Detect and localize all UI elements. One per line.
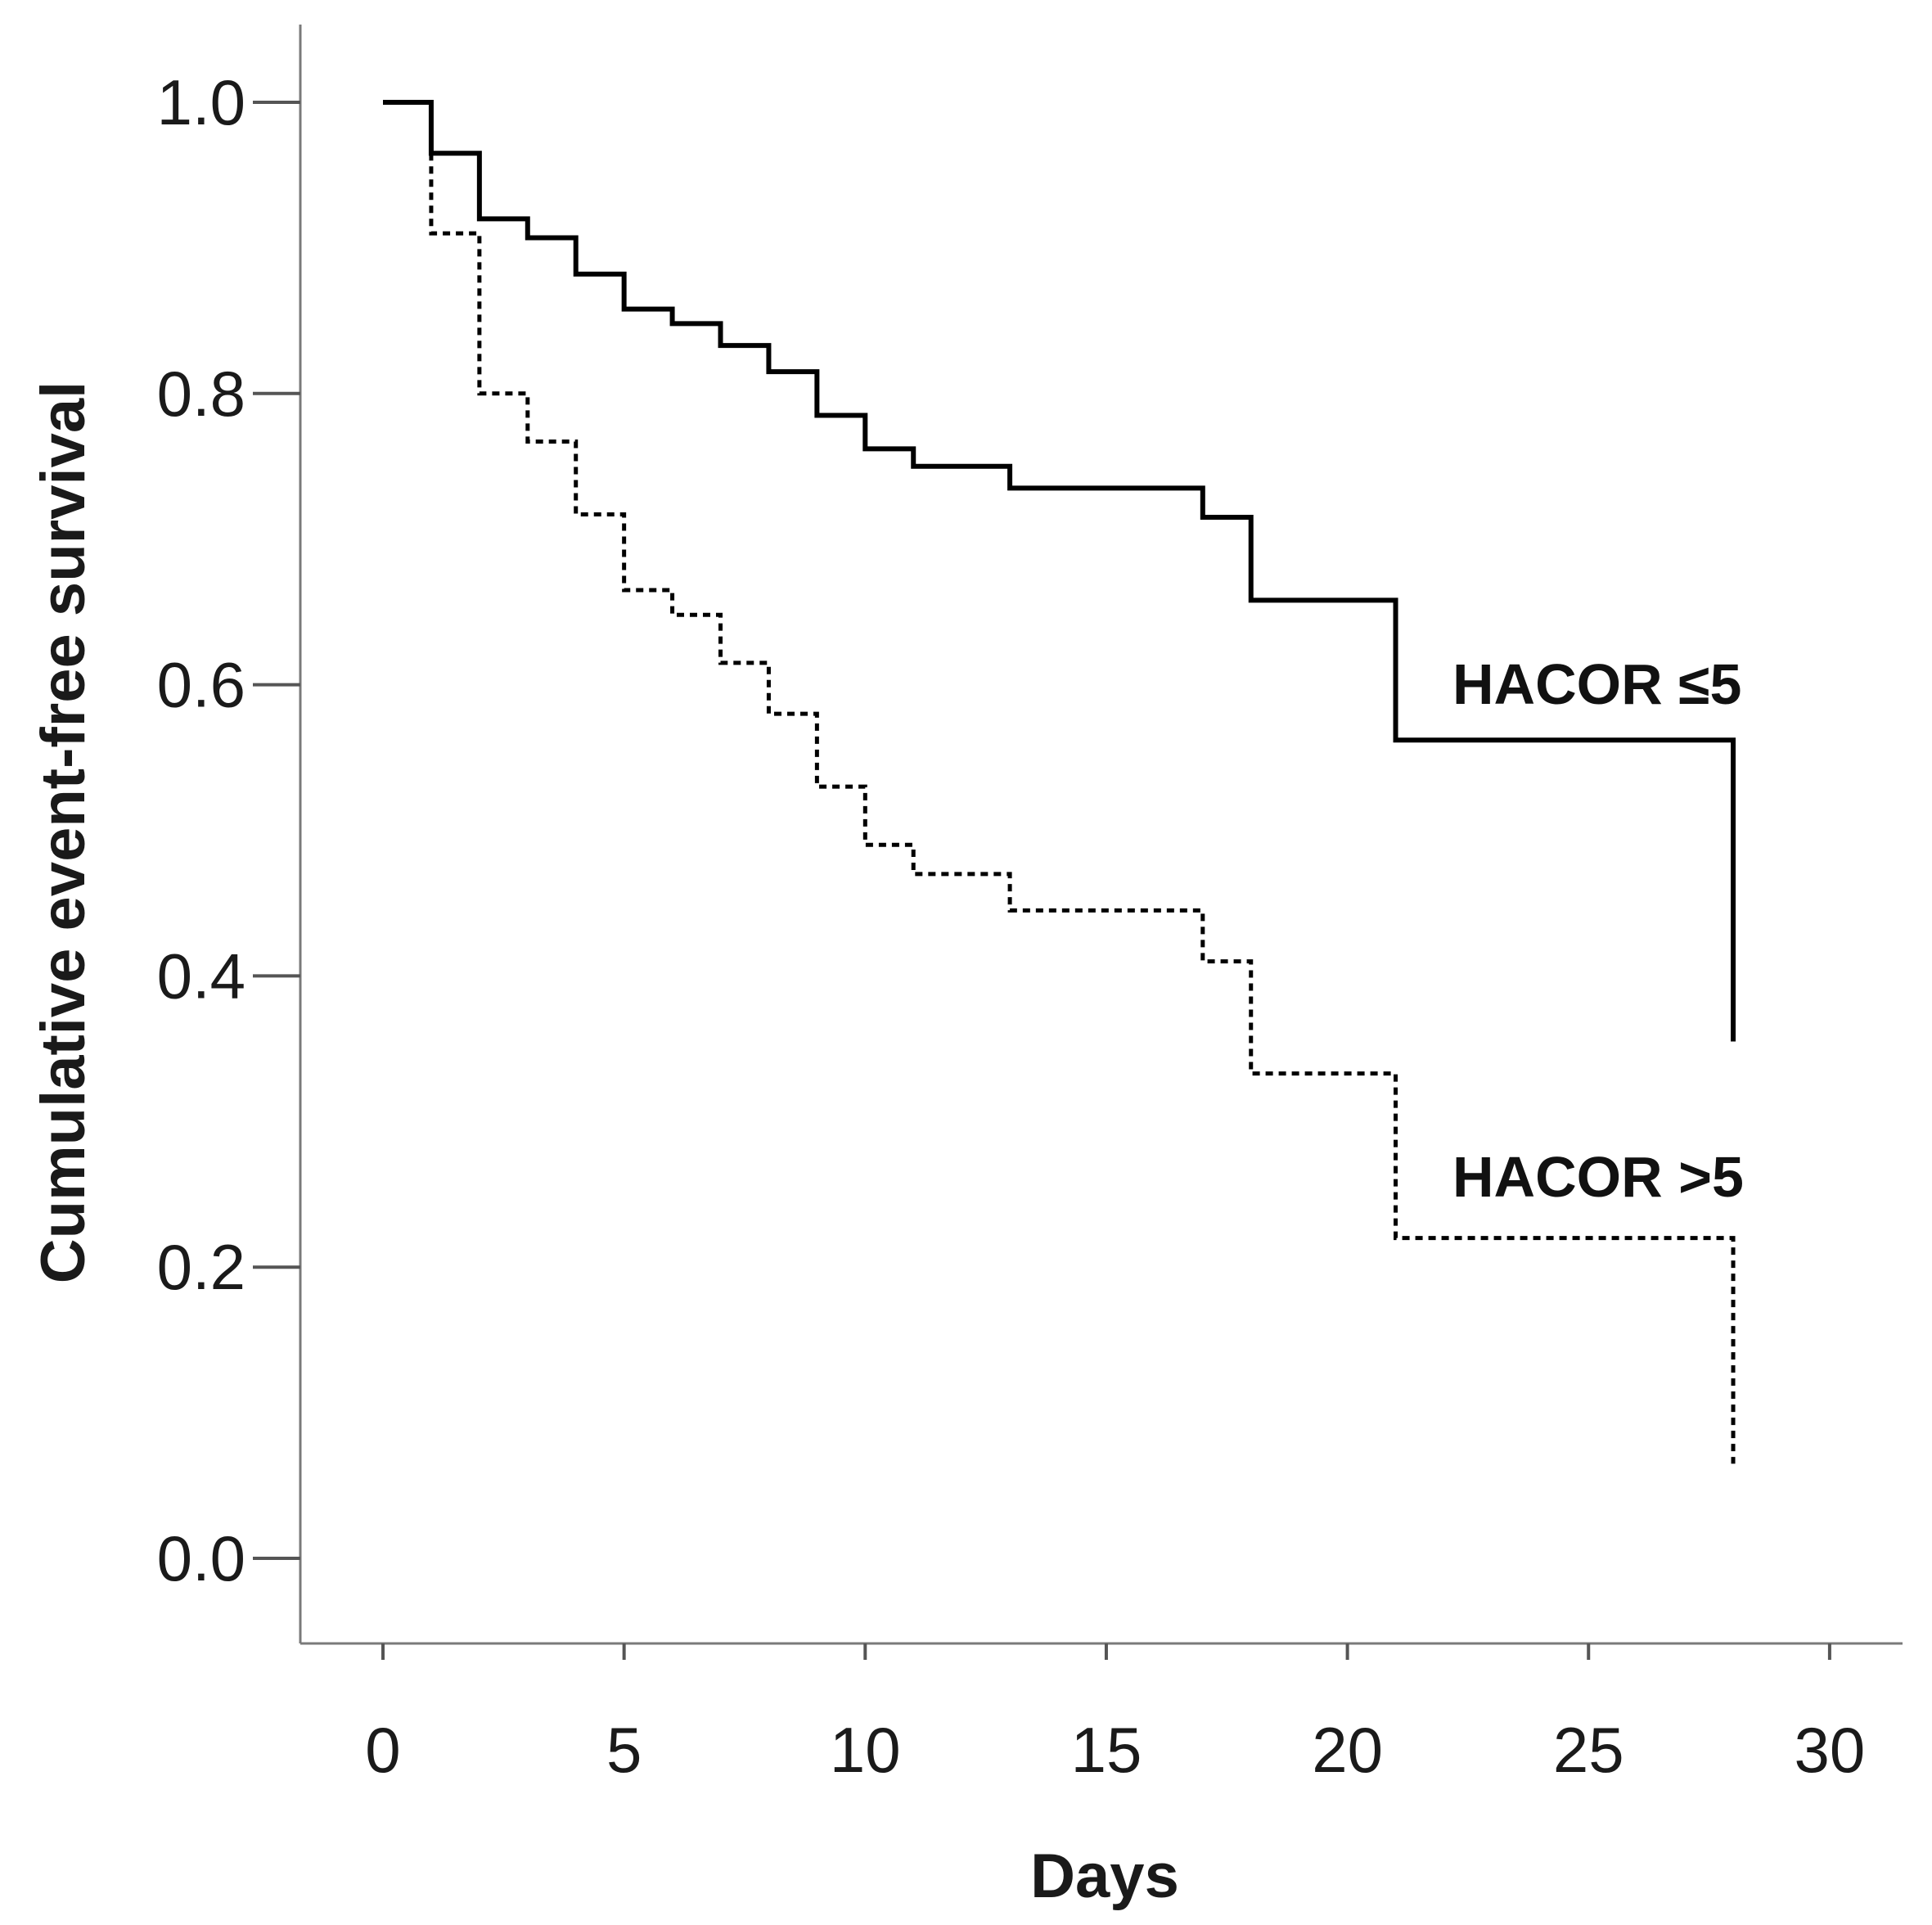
series-layer	[383, 100, 1736, 1464]
x-axis-title: Days	[1030, 1842, 1179, 1911]
x-tick-label: 30	[1795, 1714, 1866, 1786]
y-tick-label: 1.0	[157, 66, 245, 138]
x-tick-label: 5	[606, 1714, 642, 1786]
x-tick-label: 10	[830, 1714, 901, 1786]
y-tick-label: 0.8	[157, 358, 245, 430]
x-tick-label: 15	[1071, 1714, 1142, 1786]
series-line-hacor-le5	[383, 100, 1736, 1042]
y-tick-label: 0.2	[157, 1231, 245, 1303]
y-tick-label: 0.4	[157, 940, 245, 1012]
series-line-hacor-gt5	[429, 153, 1736, 1464]
x-tick-label: 20	[1312, 1714, 1383, 1786]
label-layer: Days Cumulative event-free survival HACO…	[29, 381, 1744, 1911]
y-tick-label: 0.6	[157, 649, 245, 721]
series-label-hacor-le5: HACOR ≤5	[1452, 652, 1741, 716]
x-tick-label: 25	[1553, 1714, 1624, 1786]
series-label-hacor-gt5: HACOR >5	[1452, 1145, 1744, 1209]
y-tick-label: 0.0	[157, 1522, 245, 1594]
x-tick-label: 0	[365, 1714, 400, 1786]
axes: 0.0 0.2 0.4 0.6 0.8 1.0 0 5 10 15 20 25 30	[157, 25, 1903, 1786]
y-axis-title: Cumulative event-free survival	[29, 381, 98, 1283]
